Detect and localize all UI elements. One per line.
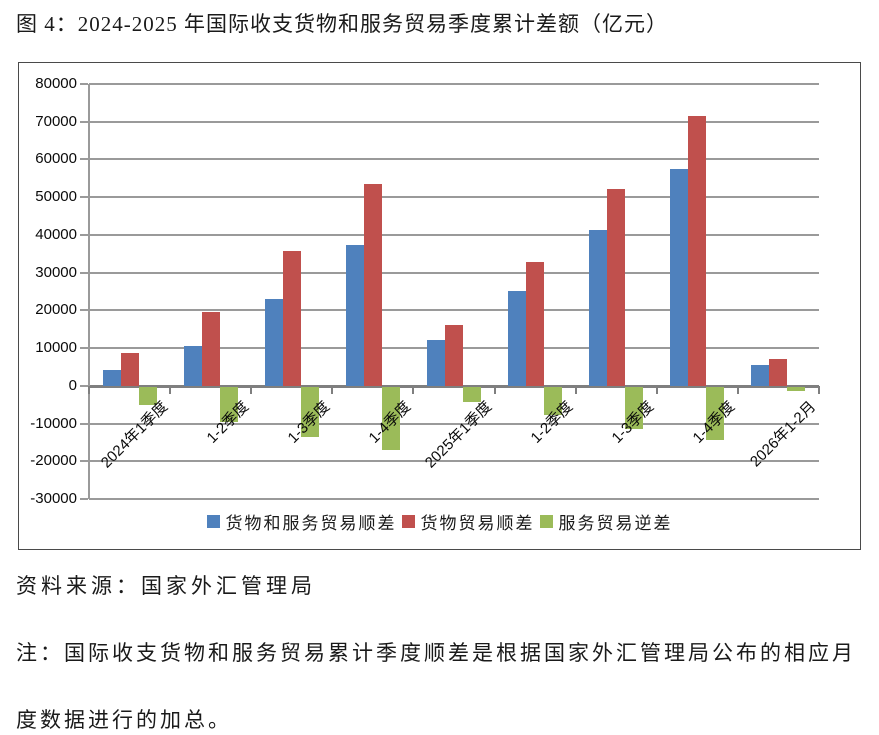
y-axis-label: -30000 xyxy=(30,490,77,507)
bar-goods-and-services-surplus xyxy=(589,230,608,386)
legend-swatch-icon xyxy=(539,515,553,528)
bar-services-deficit xyxy=(300,386,319,437)
bar-goods-surplus xyxy=(769,359,788,386)
y-axis-label: 10000 xyxy=(35,339,77,357)
gridline xyxy=(89,83,819,85)
gridline xyxy=(89,460,819,463)
gridline xyxy=(89,196,819,199)
bar-goods-and-services-surplus xyxy=(102,369,121,386)
bar-goods-and-services-surplus xyxy=(183,346,202,386)
y-axis-tick xyxy=(80,384,88,387)
bar-services-deficit xyxy=(625,386,644,430)
bar-goods-surplus xyxy=(120,353,139,386)
x-axis-tick xyxy=(574,385,577,394)
y-axis-tick xyxy=(80,309,88,312)
y-axis-label: 30000 xyxy=(35,263,77,281)
chart-frame: 货物和服务贸易顺差 货物贸易顺差 服务贸易逆差 80000 70000 60000 500… xyxy=(18,62,861,550)
gridline xyxy=(89,422,819,425)
page-title: 图 4：2024-2025 年国际收支货物和服务贸易季度累计差额（亿元） xyxy=(16,12,668,36)
bar-services-deficit xyxy=(706,386,725,440)
bar-goods-and-services-surplus xyxy=(264,299,283,386)
y-axis-label: -20000 xyxy=(30,452,77,470)
x-axis-tick xyxy=(736,385,739,394)
gridline xyxy=(89,158,819,161)
x-axis-tick xyxy=(250,385,253,394)
y-axis-label: -10000 xyxy=(30,414,77,432)
legend-label: 货物和服务贸易顺差 xyxy=(225,514,397,533)
bar-goods-surplus xyxy=(607,188,626,386)
y-axis-tick xyxy=(80,460,88,463)
bar-goods-surplus xyxy=(688,116,707,386)
note-line-2: 度数据进行的加总。 xyxy=(16,708,232,732)
gridline xyxy=(89,309,819,312)
x-axis-tick xyxy=(493,385,496,394)
gridline xyxy=(89,271,819,274)
x-axis-tick xyxy=(412,385,415,394)
legend-item-services-deficit: 服务贸易逆差 xyxy=(539,509,673,534)
bar-goods-surplus xyxy=(445,324,463,386)
legend-swatch-icon xyxy=(401,515,415,528)
y-axis-label: 80000 xyxy=(35,75,77,92)
bar-services-deficit xyxy=(463,386,481,402)
x-axis-tick xyxy=(818,385,820,394)
y-axis-tick xyxy=(80,422,88,425)
gridline xyxy=(89,120,819,123)
y-axis-tick xyxy=(80,196,88,199)
y-axis-tick xyxy=(80,233,88,236)
bar-goods-surplus xyxy=(201,311,220,386)
legend-label: 货物贸易顺差 xyxy=(420,514,535,533)
bar-goods-and-services-surplus xyxy=(508,290,527,386)
bar-goods-surplus xyxy=(526,262,545,386)
x-axis-tick xyxy=(88,385,90,394)
bar-goods-and-services-surplus xyxy=(427,339,445,386)
bar-services-deficit xyxy=(381,386,400,450)
y-axis-tick xyxy=(80,271,88,274)
legend: 货物和服务贸易顺差 货物贸易顺差 服务贸易逆差 xyxy=(19,509,860,534)
x-axis-zero-line xyxy=(89,384,819,388)
y-axis-label: 20000 xyxy=(35,301,77,319)
legend-item-goods-surplus: 货物贸易顺差 xyxy=(401,509,535,534)
bar-services-deficit xyxy=(219,386,238,422)
bar-goods-and-services-surplus xyxy=(670,169,689,386)
x-axis-tick xyxy=(331,385,334,394)
bar-services-deficit xyxy=(787,386,806,392)
y-axis-tick xyxy=(80,498,88,500)
gridline xyxy=(89,498,819,500)
note-line-1: 注：国际收支货物和服务贸易累计季度顺差是根据国家外汇管理局公布的相应月 xyxy=(16,641,856,665)
bar-goods-surplus xyxy=(363,183,382,386)
source-line: 资料来源：国家外汇管理局 xyxy=(16,574,316,598)
legend-label: 服务贸易逆差 xyxy=(558,514,673,533)
bar-goods-and-services-surplus xyxy=(345,245,364,386)
bar-services-deficit xyxy=(138,386,157,405)
y-axis-label: 50000 xyxy=(35,188,77,206)
y-axis-tick xyxy=(80,158,88,161)
bar-goods-surplus xyxy=(282,250,301,386)
y-axis-line xyxy=(88,84,90,499)
y-axis-tick xyxy=(80,83,88,85)
y-axis-label: 70000 xyxy=(35,112,77,130)
y-axis-label: 40000 xyxy=(35,225,77,243)
bar-services-deficit xyxy=(544,386,563,416)
y-axis-tick xyxy=(80,347,88,350)
bar-goods-and-services-surplus xyxy=(751,364,770,386)
x-axis-tick xyxy=(655,385,658,394)
gridline xyxy=(89,233,819,236)
legend-swatch-icon xyxy=(206,515,220,528)
y-axis-tick xyxy=(80,120,88,123)
y-axis-label: 0 xyxy=(68,376,77,394)
x-axis-tick xyxy=(169,385,172,394)
y-axis-label: 60000 xyxy=(35,150,77,168)
legend-item-goods-and-services-surplus: 货物和服务贸易顺差 xyxy=(206,509,397,534)
